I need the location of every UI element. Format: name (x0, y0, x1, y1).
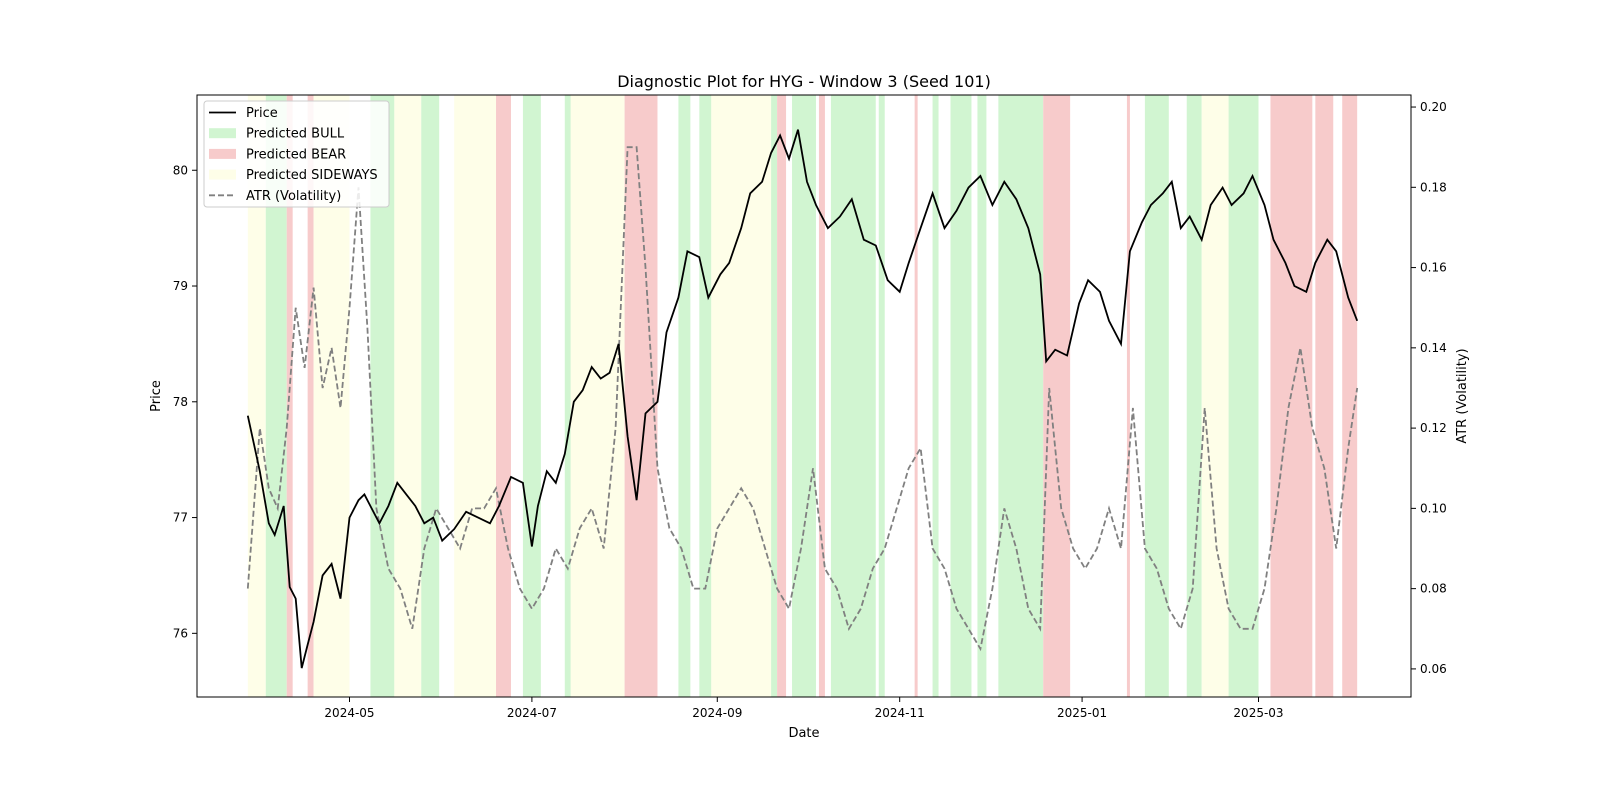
legend-swatch-sideways (209, 169, 236, 180)
regime-band-sideways-16 (711, 95, 772, 697)
legend-swatch-bear (209, 148, 236, 159)
regime-band-bear-20 (818, 95, 825, 697)
regime-band-bull-14 (678, 95, 691, 697)
legend-swatch-bull (209, 128, 236, 139)
chart-title: Diagnostic Plot for HYG - Window 3 (Seed… (617, 72, 991, 91)
y-axis-label: Price (149, 380, 164, 412)
regime-band-bull-31 (1186, 95, 1202, 697)
legend-label-atr: ATR (Volatility) (246, 189, 341, 204)
atr-line (246, 146, 1359, 652)
y-axis-ticks: 76 77 78 79 80 (173, 163, 197, 640)
regime-band-bull-24 (932, 95, 939, 697)
regime-band-sideways-6 (394, 95, 422, 697)
regime-band-bull-1 (265, 95, 287, 697)
regime-band-bull-27 (998, 95, 1044, 697)
regime-band-bull-15 (699, 95, 712, 697)
y-tick-label: 78 (173, 395, 188, 409)
regime-band-bull-7 (421, 95, 440, 697)
y2-tick-label: 0.20 (1420, 100, 1447, 114)
regime-band-bear-28 (1043, 95, 1071, 697)
regime-band-bear-9 (496, 95, 511, 697)
y2-tick-label: 0.08 (1420, 582, 1447, 596)
price-series (246, 129, 1359, 669)
x-tick-label: 2024-05 (324, 706, 374, 720)
y2-axis-label: ATR (Volatility) (1455, 348, 1470, 443)
regime-band-bear-35 (1315, 95, 1334, 697)
legend-label-price: Price (246, 106, 278, 121)
x-tick-label: 2025-01 (1057, 706, 1107, 720)
regime-band-bull-22 (878, 95, 885, 697)
plot-frame (196, 94, 1412, 698)
regime-band-sideways-12 (570, 95, 625, 697)
regime-band-sideways-32 (1201, 95, 1229, 697)
x-tick-label: 2024-11 (875, 706, 925, 720)
regime-band-bull-30 (1144, 95, 1169, 697)
regime-band-bull-10 (522, 95, 541, 697)
atr-series (246, 146, 1359, 652)
y-tick-label: 79 (173, 279, 188, 293)
x-axis-ticks: 2024-05 2024-07 2024-09 2024-11 2025-01 2025-… (324, 697, 1284, 720)
regime-band-bull-21 (830, 95, 876, 697)
regime-band-bull-5 (370, 95, 395, 697)
y2-tick-label: 0.06 (1420, 662, 1447, 676)
regime-band-bear-18 (777, 95, 787, 697)
y2-axis-ticks: 0.06 0.08 0.10 0.12 0.14 0.16 0.18 0.20 (1411, 100, 1447, 676)
regime-band-sideways-0 (247, 95, 266, 697)
regime-band-sideways-8 (454, 95, 497, 697)
x-axis-label: Date (788, 726, 819, 741)
legend: Price Predicted BULL Predicted BEAR Pred… (203, 100, 390, 208)
legend-label-bear: Predicted BEAR (246, 147, 346, 162)
regime-band-bear-29 (1126, 95, 1130, 697)
x-tick-label: 2024-09 (692, 706, 742, 720)
regime-band-bull-11 (564, 95, 571, 697)
legend-box (203, 100, 390, 208)
regime-band-bear-36 (1342, 95, 1358, 697)
regime-band-bull-25 (950, 95, 972, 697)
y-tick-label: 76 (173, 626, 188, 640)
regime-band-bull-26 (977, 95, 987, 697)
regime-band-bull-19 (792, 95, 816, 697)
regime-band-bull-17 (771, 95, 778, 697)
regime-band-bear-3 (307, 95, 314, 697)
y2-tick-label: 0.10 (1420, 501, 1447, 515)
regime-band-bull-33 (1228, 95, 1259, 697)
y2-tick-label: 0.12 (1420, 421, 1447, 435)
legend-label-bull: Predicted BULL (246, 127, 345, 142)
regime-regions (247, 95, 1358, 697)
x-tick-label: 2024-07 (507, 706, 557, 720)
y-tick-label: 77 (173, 511, 188, 525)
legend-label-sideways: Predicted SIDEWAYS (246, 168, 378, 183)
regime-band-bear-13 (624, 95, 658, 697)
regime-band-bear-23 (914, 95, 918, 697)
y2-tick-label: 0.14 (1420, 341, 1447, 355)
price-line (246, 129, 1359, 669)
y-tick-label: 80 (173, 163, 188, 177)
y2-tick-label: 0.16 (1420, 261, 1447, 275)
x-tick-label: 2025-03 (1233, 706, 1283, 720)
y2-tick-label: 0.18 (1420, 180, 1447, 194)
